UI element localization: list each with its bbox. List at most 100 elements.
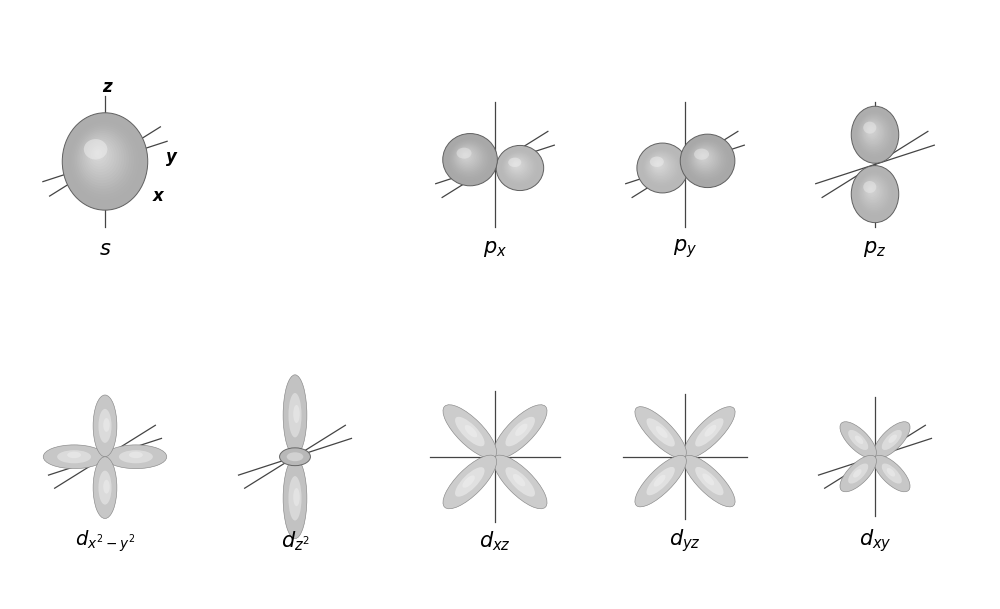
Ellipse shape xyxy=(455,417,485,446)
Ellipse shape xyxy=(653,159,665,171)
Ellipse shape xyxy=(447,138,493,182)
Ellipse shape xyxy=(652,158,667,172)
Ellipse shape xyxy=(840,456,876,492)
Ellipse shape xyxy=(465,425,477,437)
Text: $d_{xz}$: $d_{xz}$ xyxy=(479,529,511,553)
Ellipse shape xyxy=(88,142,112,169)
Ellipse shape xyxy=(691,145,720,173)
Ellipse shape xyxy=(863,122,876,133)
Ellipse shape xyxy=(280,448,310,466)
Ellipse shape xyxy=(867,185,876,195)
Ellipse shape xyxy=(862,119,884,146)
Ellipse shape xyxy=(863,120,883,144)
Ellipse shape xyxy=(500,149,540,187)
Ellipse shape xyxy=(865,183,879,199)
Ellipse shape xyxy=(857,172,892,215)
Ellipse shape xyxy=(505,154,532,180)
Ellipse shape xyxy=(635,407,686,458)
Ellipse shape xyxy=(649,155,671,177)
Text: $s$: $s$ xyxy=(99,239,111,259)
Ellipse shape xyxy=(503,152,535,182)
Ellipse shape xyxy=(451,141,487,176)
Text: $p_y$: $p_y$ xyxy=(673,238,697,260)
Ellipse shape xyxy=(861,177,886,207)
Ellipse shape xyxy=(882,430,902,450)
Ellipse shape xyxy=(86,140,114,172)
Ellipse shape xyxy=(874,456,910,492)
Ellipse shape xyxy=(70,122,139,200)
Ellipse shape xyxy=(888,434,897,443)
Ellipse shape xyxy=(857,114,891,154)
Ellipse shape xyxy=(650,156,670,175)
Ellipse shape xyxy=(851,166,899,223)
Ellipse shape xyxy=(89,144,110,167)
Ellipse shape xyxy=(457,147,478,167)
Ellipse shape xyxy=(870,188,872,191)
Ellipse shape xyxy=(509,157,527,174)
Text: $d_{yz}$: $d_{yz}$ xyxy=(669,527,701,554)
Ellipse shape xyxy=(860,176,887,208)
Ellipse shape xyxy=(293,405,300,423)
Ellipse shape xyxy=(502,150,537,185)
Ellipse shape xyxy=(57,450,91,463)
Ellipse shape xyxy=(461,151,471,161)
Ellipse shape xyxy=(496,146,544,191)
Ellipse shape xyxy=(460,150,473,163)
Ellipse shape xyxy=(62,113,148,210)
Ellipse shape xyxy=(462,152,470,160)
Ellipse shape xyxy=(287,452,303,461)
Ellipse shape xyxy=(855,170,895,219)
Ellipse shape xyxy=(637,143,688,193)
Text: $d_{z^2}$: $d_{z^2}$ xyxy=(281,529,309,553)
Ellipse shape xyxy=(887,468,895,477)
Ellipse shape xyxy=(513,474,525,487)
Ellipse shape xyxy=(511,160,522,171)
Ellipse shape xyxy=(646,418,675,446)
Ellipse shape xyxy=(684,138,731,183)
Ellipse shape xyxy=(858,174,890,212)
Ellipse shape xyxy=(75,127,132,192)
Ellipse shape xyxy=(866,184,878,197)
Ellipse shape xyxy=(508,157,528,175)
Ellipse shape xyxy=(869,127,873,133)
Ellipse shape xyxy=(515,163,517,165)
Ellipse shape xyxy=(857,113,892,156)
Ellipse shape xyxy=(700,153,707,161)
Ellipse shape xyxy=(858,114,890,152)
Ellipse shape xyxy=(463,153,468,158)
Ellipse shape xyxy=(856,111,894,157)
Ellipse shape xyxy=(119,450,153,463)
Ellipse shape xyxy=(129,452,143,458)
Ellipse shape xyxy=(855,110,895,159)
Text: y: y xyxy=(166,148,177,166)
Ellipse shape xyxy=(507,155,529,177)
Ellipse shape xyxy=(699,152,709,162)
Ellipse shape xyxy=(867,125,876,136)
Ellipse shape xyxy=(93,395,117,457)
Ellipse shape xyxy=(459,149,475,164)
Ellipse shape xyxy=(654,475,666,487)
Ellipse shape xyxy=(848,430,868,450)
Ellipse shape xyxy=(848,463,868,484)
Ellipse shape xyxy=(443,133,497,186)
Ellipse shape xyxy=(695,467,724,495)
Ellipse shape xyxy=(505,417,535,446)
Ellipse shape xyxy=(646,467,675,495)
Ellipse shape xyxy=(81,135,122,180)
Ellipse shape xyxy=(701,154,706,159)
Ellipse shape xyxy=(514,162,518,166)
Ellipse shape xyxy=(505,467,535,497)
Text: $d_{xy}$: $d_{xy}$ xyxy=(859,527,891,554)
Ellipse shape xyxy=(457,147,472,158)
Ellipse shape xyxy=(651,157,668,174)
Ellipse shape xyxy=(647,153,674,179)
Ellipse shape xyxy=(508,158,521,167)
Ellipse shape xyxy=(882,463,902,484)
Ellipse shape xyxy=(512,161,521,169)
Ellipse shape xyxy=(689,143,723,176)
Ellipse shape xyxy=(501,150,539,186)
Ellipse shape xyxy=(859,116,888,151)
Ellipse shape xyxy=(702,473,714,485)
Ellipse shape xyxy=(860,117,887,149)
Ellipse shape xyxy=(840,421,876,458)
